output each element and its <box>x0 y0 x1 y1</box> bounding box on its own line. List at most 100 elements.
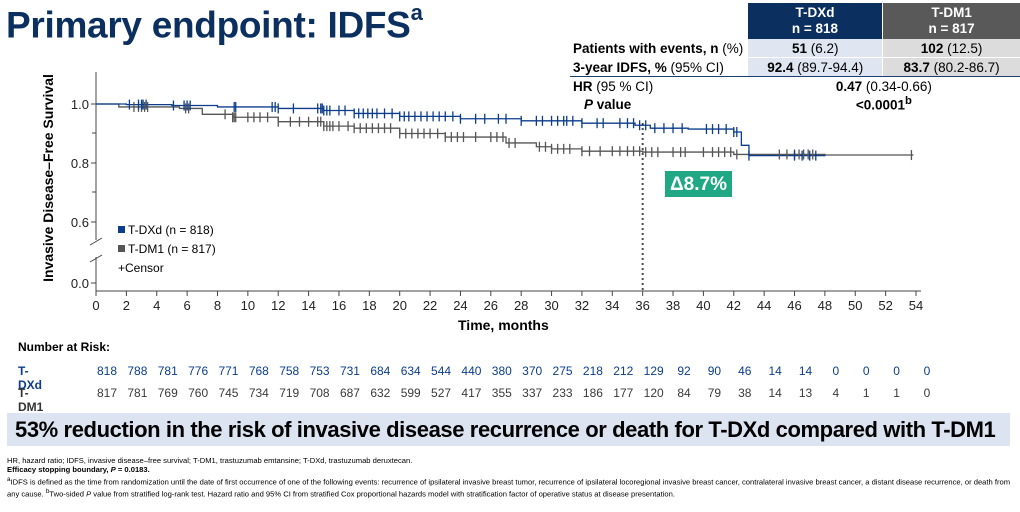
risk-count-tdm1: 719 <box>279 386 300 400</box>
idfs3-label-rest: (95% CI) <box>666 59 724 75</box>
risk-count-tdm1: 760 <box>188 386 209 400</box>
risk-count-tdxd: 0 <box>832 364 840 378</box>
legend-label-censor: +Censor <box>118 261 164 275</box>
y-tick-label: 0.0 <box>71 276 89 291</box>
risk-count-tdxd: 212 <box>613 364 634 378</box>
risk-count-tdxd: 776 <box>188 364 209 378</box>
x-tick-label: 16 <box>332 298 346 313</box>
x-tick-label: 2 <box>123 298 130 313</box>
risk-count-tdxd: 218 <box>582 364 603 378</box>
risk-count-tdxd: 440 <box>461 364 482 378</box>
events-tdm1-value: 102 <box>920 40 944 56</box>
risk-count-tdxd: 275 <box>552 364 573 378</box>
risk-count-tdxd: 46 <box>738 364 752 378</box>
idfs3-tdm1: 83.7 (80.2-86.7) <box>882 57 1020 77</box>
legend-swatch-tdm1 <box>118 245 125 252</box>
risk-count-tdxd: 771 <box>218 364 239 378</box>
idfs3-tdxd: 92.4 (89.7-94.4) <box>747 57 883 77</box>
risk-count-tdm1: 527 <box>431 386 452 400</box>
x-tick-label: 52 <box>878 298 892 313</box>
risk-count-tdm1: 13 <box>798 386 813 400</box>
footnote-definitions: aIDFS is defined as the time from random… <box>7 475 1012 499</box>
risk-count-tdm1: 417 <box>461 386 482 400</box>
idfs3-tdxd-ci: (89.7-94.4) <box>793 59 864 75</box>
footnote-a-text: IDFS is defined as the time from randomi… <box>7 477 1011 499</box>
risk-count-tdm1: 186 <box>582 386 603 400</box>
risk-count-tdm1: 177 <box>613 386 634 400</box>
x-tick-label: 42 <box>727 298 741 313</box>
risk-count-tdm1: 337 <box>522 386 543 400</box>
header-tdm1-name: T-DM1 <box>931 5 972 20</box>
pvalue-number: <0.0001 <box>855 97 906 113</box>
efficacy-value: = 0.0183. <box>115 465 150 475</box>
events-label: Patients with events, n (%) <box>570 39 748 58</box>
header-tdxd-name: T-DXd <box>795 5 835 20</box>
x-tick-label: 36 <box>635 298 649 313</box>
events-tdxd-value: 51 <box>791 40 807 56</box>
risk-count-tdm1: 14 <box>768 386 782 400</box>
risk-count-tdm1: 781 <box>127 386 148 400</box>
y-tick-label: 1.0 <box>71 97 89 112</box>
risk-count-tdxd: 731 <box>339 364 360 378</box>
delta-annotation: Δ8.7% <box>665 171 732 197</box>
events-tdm1-pct: (12.5) <box>943 40 983 56</box>
events-label-bold: Patients with events, n <box>573 40 719 56</box>
events-tdxd: 51 (6.2) <box>747 39 883 58</box>
risk-count-tdm1: 4 <box>832 386 840 400</box>
legend-item-tdm1: T-DM1 (n = 817) <box>118 240 216 259</box>
footnote-b-p: P <box>86 489 92 499</box>
risk-count-tdm1: 734 <box>248 386 269 400</box>
page-title: Primary endpoint: IDFSa <box>6 0 423 46</box>
footnotes: HR, hazard ratio; IDFS, invasive disease… <box>7 456 1012 499</box>
x-tick-label: 4 <box>153 298 160 313</box>
km-chart: 0.00.60.81.00 2 4 6 8 10 12 14 16 18 20 22 24 26 28 30 3… <box>71 72 923 313</box>
events-tdm1: 102 (12.5) <box>882 39 1020 58</box>
pvalue-label: P value <box>570 95 748 113</box>
risk-count-tdxd: 90 <box>707 364 722 378</box>
risk-count-tdxd: 380 <box>491 364 512 378</box>
efficacy-prefix: Efficacy stopping boundary, <box>7 465 111 475</box>
risk-count-tdxd: 129 <box>643 364 664 378</box>
idfs3-tdm1-value: 83.7 <box>903 59 930 75</box>
hr-label-rest: (95 % CI) <box>592 78 654 94</box>
risk-count-tdm1: 687 <box>339 386 360 400</box>
idfs3-label: 3-year IDFS, % (95% CI) <box>570 57 748 77</box>
risk-count-tdm1: 1 <box>893 386 900 400</box>
x-tick-label: 38 <box>666 298 680 313</box>
chart-axes: 0.00.60.81.00 2 4 6 8 10 12 14 16 18 20 22 24 26 28 30 3… <box>71 72 923 313</box>
risk-count-tdxd: 781 <box>157 364 178 378</box>
risk-count-tdxd: 634 <box>400 364 421 378</box>
risk-count-tdm1: 817 <box>96 386 118 400</box>
risk-count-tdxd: 92 <box>677 364 691 378</box>
risk-count-tdm1: 708 <box>309 386 330 400</box>
legend-item-tdxd: T-DXd (n = 818) <box>118 221 216 240</box>
idfs3-label-bold: 3-year IDFS, % <box>573 59 667 75</box>
legend-swatch-tdxd <box>118 226 125 233</box>
pvalue-value: <0.0001b <box>748 95 1020 113</box>
risk-count-tdxd: 14 <box>798 364 813 378</box>
risk-count-tdm1: 355 <box>491 386 512 400</box>
x-tick-label: 30 <box>544 298 558 313</box>
risk-count-tdxd: 788 <box>127 364 148 378</box>
x-tick-label: 8 <box>214 298 221 313</box>
x-tick-label: 20 <box>392 298 406 313</box>
chart-legend: T-DXd (n = 818) T-DM1 (n = 817) +Censor <box>118 221 216 278</box>
risk-count-tdxd: 0 <box>862 364 870 378</box>
x-tick-label: 40 <box>696 298 710 313</box>
y-tick-label: 0.8 <box>71 156 89 171</box>
hr-value: 0.47 (0.34-0.66) <box>748 77 1020 96</box>
x-axis-label: Time, months <box>458 317 549 333</box>
risk-count-tdm1: 79 <box>707 386 722 400</box>
risk-count-tdxd: 818 <box>96 364 118 378</box>
hr-label: HR (95 % CI) <box>570 77 748 96</box>
title-footnote-marker: a <box>410 0 423 25</box>
y-axis-label: Invasive Disease–Free Survival <box>40 74 56 282</box>
footnote-b-pre: Two-sided <box>49 489 87 499</box>
risk-count-tdxd: 14 <box>768 364 782 378</box>
header-tdxd: T-DXd n = 818 <box>747 3 883 39</box>
idfs3-tdm1-ci: (80.2-86.7) <box>929 59 1000 75</box>
risk-label-tdm1: T-DM1 <box>18 386 44 414</box>
risk-count-tdm1: 599 <box>400 386 421 400</box>
x-tick-label: 46 <box>787 298 801 313</box>
x-tick-label: 50 <box>848 298 862 313</box>
